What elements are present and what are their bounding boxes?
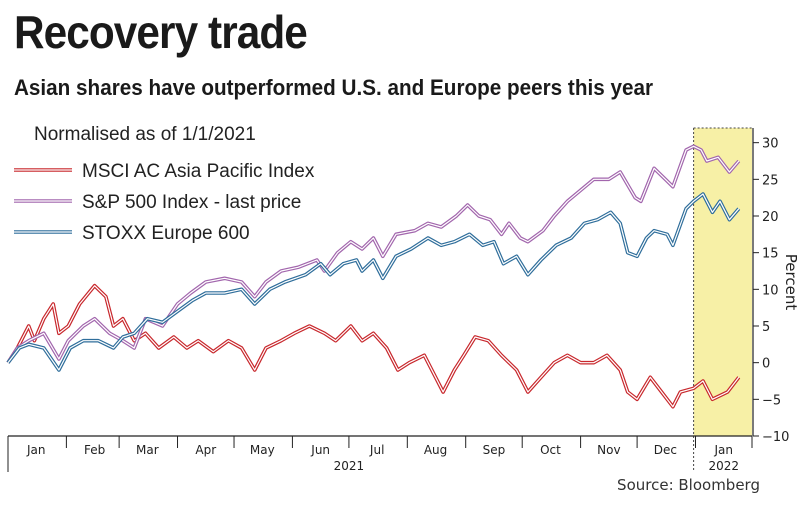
x-tick-label: Apr — [195, 443, 216, 457]
y-tick-label: 0 — [762, 357, 770, 372]
x-tick-label: Dec — [654, 443, 677, 457]
x-tick-label: Mar — [136, 443, 159, 457]
highlight-band — [693, 128, 752, 436]
legend-label: MSCI AC Asia Pacific Index — [82, 161, 315, 182]
x-tick-label: May — [250, 443, 275, 457]
y-tick-label: 10 — [762, 283, 779, 298]
legend-label: S&P 500 Index - last price — [82, 192, 301, 213]
chart-note: Normalised as of 1/1/2021 — [34, 124, 256, 145]
x-tick-label: Jul — [369, 443, 384, 457]
x-tick-label: Oct — [540, 443, 561, 457]
x-tick-label: Sep — [483, 443, 506, 457]
x-tick-label: Feb — [84, 443, 105, 457]
legend-label: STOXX Europe 600 — [82, 223, 250, 244]
series-line-core-1 — [7, 145, 740, 364]
x-tick-label: Jun — [310, 443, 330, 457]
series-line-core-2 — [7, 193, 740, 371]
x-tick-label: Jan — [713, 443, 733, 457]
y-tick-label: 15 — [762, 247, 779, 262]
y-tick-label: 20 — [762, 210, 779, 225]
series-line-core-0 — [7, 285, 740, 408]
x-tick-label: Nov — [597, 443, 620, 457]
y-tick-label: 30 — [762, 137, 779, 152]
source-note: Source: Bloomberg — [617, 476, 760, 494]
y-axis-title: Percent — [782, 254, 800, 311]
x-year-label: 2022 — [708, 459, 739, 473]
series-line-0 — [6, 283, 741, 409]
x-year-label: 2021 — [334, 459, 365, 473]
y-tick-label: 5 — [762, 320, 770, 335]
chart-title: Recovery trade — [14, 6, 308, 58]
y-tick-label: −10 — [762, 430, 789, 445]
x-tick-label: Jan — [26, 443, 46, 457]
chart-subtitle: Asian shares have outperformed U.S. and … — [14, 75, 653, 100]
x-tick-label: Aug — [424, 443, 447, 457]
y-tick-label: 25 — [762, 173, 779, 188]
y-tick-label: −5 — [762, 393, 781, 408]
